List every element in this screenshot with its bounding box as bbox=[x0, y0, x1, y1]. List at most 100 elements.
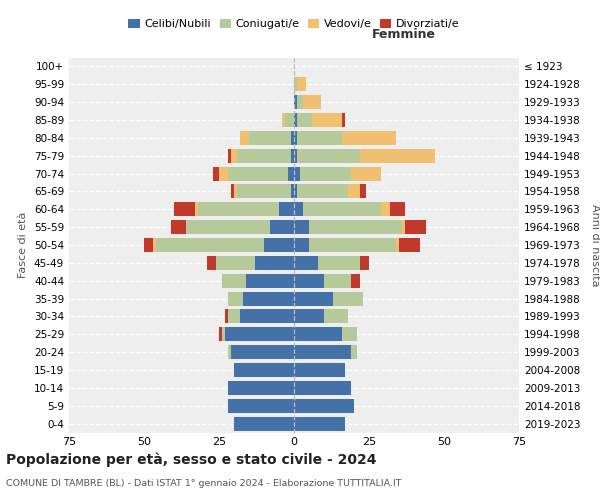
Bar bbox=[294, 131, 297, 145]
Bar bbox=[303, 95, 321, 109]
Bar bbox=[243, 292, 294, 306]
Bar bbox=[351, 345, 357, 359]
Bar bbox=[255, 256, 294, 270]
Bar bbox=[153, 238, 156, 252]
Y-axis label: Fasce di età: Fasce di età bbox=[19, 212, 28, 278]
Bar bbox=[216, 256, 255, 270]
Text: COMUNE DI TAMBRE (BL) - Dati ISTAT 1° gennaio 2024 - Elaborazione TUTTITALIA.IT: COMUNE DI TAMBRE (BL) - Dati ISTAT 1° ge… bbox=[6, 479, 401, 488]
Bar bbox=[219, 328, 222, 341]
Bar bbox=[174, 202, 195, 216]
Bar bbox=[240, 131, 249, 145]
Bar bbox=[360, 256, 369, 270]
Bar bbox=[399, 238, 420, 252]
Bar bbox=[225, 310, 228, 324]
Bar bbox=[249, 131, 291, 145]
Bar bbox=[294, 95, 297, 109]
Bar bbox=[294, 78, 297, 91]
Bar bbox=[342, 131, 396, 145]
Bar bbox=[228, 310, 240, 324]
Bar bbox=[294, 292, 333, 306]
Bar bbox=[228, 166, 288, 180]
Text: Popolazione per età, sesso e stato civile - 2024: Popolazione per età, sesso e stato civil… bbox=[6, 452, 377, 467]
Bar bbox=[294, 399, 354, 412]
Bar bbox=[294, 202, 303, 216]
Bar bbox=[186, 220, 270, 234]
Bar bbox=[303, 202, 381, 216]
Bar bbox=[288, 166, 294, 180]
Bar bbox=[228, 148, 231, 162]
Bar bbox=[318, 256, 360, 270]
Bar bbox=[300, 166, 351, 180]
Bar bbox=[237, 148, 291, 162]
Bar bbox=[198, 202, 279, 216]
Bar bbox=[294, 238, 309, 252]
Bar bbox=[294, 220, 309, 234]
Bar bbox=[351, 274, 360, 287]
Bar bbox=[234, 416, 294, 430]
Bar bbox=[294, 274, 324, 287]
Bar bbox=[390, 202, 405, 216]
Legend: Celibi/Nubili, Coniugati/e, Vedovi/e, Divorziati/e: Celibi/Nubili, Coniugati/e, Vedovi/e, Di… bbox=[124, 14, 464, 34]
Bar bbox=[294, 184, 297, 198]
Bar bbox=[297, 131, 342, 145]
Bar bbox=[297, 78, 306, 91]
Bar bbox=[291, 184, 294, 198]
Text: Femmine: Femmine bbox=[372, 28, 436, 40]
Bar bbox=[294, 363, 345, 377]
Y-axis label: Anni di nascita: Anni di nascita bbox=[590, 204, 600, 286]
Bar bbox=[270, 220, 294, 234]
Bar bbox=[381, 202, 390, 216]
Bar bbox=[282, 113, 285, 127]
Bar bbox=[402, 220, 405, 234]
Bar bbox=[342, 328, 357, 341]
Bar bbox=[351, 166, 381, 180]
Bar bbox=[231, 148, 237, 162]
Bar bbox=[225, 328, 294, 341]
Bar bbox=[219, 166, 228, 180]
Bar bbox=[228, 345, 231, 359]
Bar bbox=[234, 363, 294, 377]
Bar bbox=[228, 399, 294, 412]
Bar bbox=[333, 292, 363, 306]
Bar bbox=[297, 148, 360, 162]
Bar bbox=[246, 274, 294, 287]
Bar bbox=[294, 310, 324, 324]
Bar bbox=[360, 148, 435, 162]
Bar bbox=[222, 328, 225, 341]
Bar bbox=[294, 148, 297, 162]
Bar bbox=[213, 166, 219, 180]
Bar bbox=[195, 202, 198, 216]
Bar bbox=[228, 292, 243, 306]
Bar bbox=[297, 113, 312, 127]
Bar bbox=[240, 310, 294, 324]
Bar bbox=[237, 184, 291, 198]
Bar bbox=[207, 256, 216, 270]
Bar bbox=[222, 274, 246, 287]
Bar bbox=[360, 184, 366, 198]
Bar bbox=[309, 238, 396, 252]
Bar bbox=[309, 220, 402, 234]
Bar bbox=[294, 328, 342, 341]
Bar bbox=[228, 381, 294, 395]
Bar bbox=[294, 113, 297, 127]
Bar bbox=[324, 274, 351, 287]
Bar bbox=[156, 238, 264, 252]
Bar bbox=[285, 113, 294, 127]
Bar bbox=[396, 238, 399, 252]
Bar bbox=[324, 310, 348, 324]
Bar bbox=[297, 95, 303, 109]
Bar bbox=[297, 184, 348, 198]
Bar bbox=[291, 148, 294, 162]
Bar bbox=[405, 220, 426, 234]
Bar bbox=[294, 345, 351, 359]
Bar bbox=[291, 131, 294, 145]
Bar bbox=[348, 184, 360, 198]
Bar bbox=[342, 113, 345, 127]
Bar bbox=[294, 416, 345, 430]
Bar bbox=[171, 220, 186, 234]
Bar bbox=[312, 113, 342, 127]
Bar bbox=[144, 238, 153, 252]
Bar bbox=[231, 345, 294, 359]
Bar bbox=[234, 184, 237, 198]
Bar bbox=[231, 184, 234, 198]
